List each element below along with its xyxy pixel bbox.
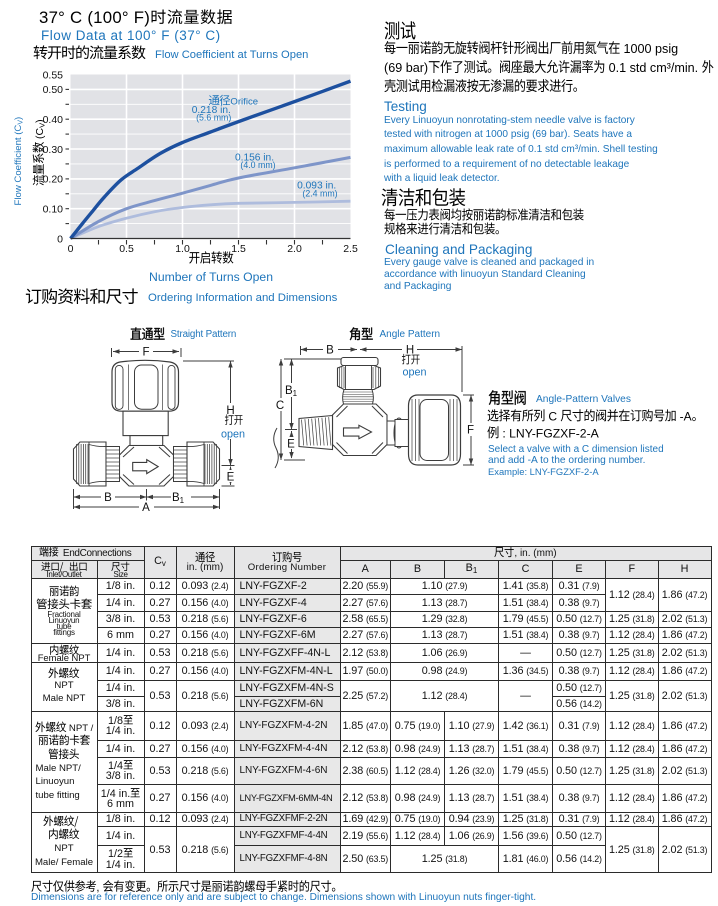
svg-text:F: F bbox=[467, 425, 474, 437]
svg-text:(2.4 mm): (2.4 mm) bbox=[302, 189, 337, 199]
svg-text:E: E bbox=[287, 439, 295, 451]
svg-text:Number of Turns Open: Number of Turns Open bbox=[149, 270, 273, 284]
svg-text:0.10: 0.10 bbox=[43, 204, 64, 216]
svg-text:1.0: 1.0 bbox=[175, 243, 190, 255]
svg-text:0.218 in.: 0.218 in. bbox=[192, 105, 231, 116]
svg-text:0: 0 bbox=[57, 233, 63, 245]
svg-text:,: , bbox=[96, 882, 102, 894]
svg-text:B1: B1 bbox=[172, 492, 185, 505]
svg-text:(5.6 mm): (5.6 mm) bbox=[196, 113, 231, 123]
svg-text:0.50: 0.50 bbox=[43, 84, 64, 96]
svg-text:0.30: 0.30 bbox=[43, 144, 64, 156]
svg-text:H: H bbox=[406, 345, 414, 357]
svg-text:2.0: 2.0 bbox=[287, 243, 302, 255]
svg-text:C: C bbox=[545, 410, 560, 424]
svg-text:F: F bbox=[142, 347, 149, 359]
svg-text:0.5: 0.5 bbox=[119, 243, 134, 255]
svg-text:E: E bbox=[227, 472, 235, 484]
svg-text:0.40: 0.40 bbox=[43, 114, 64, 126]
svg-text:1.5: 1.5 bbox=[231, 243, 246, 255]
svg-text:open: open bbox=[403, 367, 427, 379]
svg-text:-A: -A bbox=[676, 410, 691, 424]
svg-text:(CV): (CV) bbox=[34, 119, 47, 139]
svg-text:0.156 in.: 0.156 in. bbox=[235, 152, 274, 163]
svg-text:2.5: 2.5 bbox=[343, 243, 358, 255]
svg-text:0.1 std cm³/min.: 0.1 std cm³/min. bbox=[605, 61, 702, 75]
svg-text:open: open bbox=[221, 429, 245, 441]
svg-text:1000 psig: 1000 psig bbox=[620, 42, 678, 56]
svg-text:(4.0 mm): (4.0 mm) bbox=[240, 160, 275, 170]
svg-text:C: C bbox=[276, 400, 284, 412]
svg-text:(69 bar): (69 bar) bbox=[384, 61, 428, 75]
svg-text:B: B bbox=[326, 345, 334, 357]
svg-text:B: B bbox=[104, 492, 112, 504]
svg-text:0.093 in.: 0.093 in. bbox=[297, 181, 336, 192]
svg-text:B1: B1 bbox=[285, 385, 298, 398]
svg-text:0.55: 0.55 bbox=[43, 69, 64, 81]
svg-text:37° C (100° F): 37° C (100° F) bbox=[39, 7, 150, 26]
svg-text:A: A bbox=[142, 502, 150, 514]
svg-text:0.20: 0.20 bbox=[43, 174, 64, 186]
svg-text:: LNY-FGZXF-2-A: : LNY-FGZXF-2-A bbox=[499, 426, 600, 440]
svg-text:Orifice: Orifice bbox=[230, 96, 258, 107]
svg-text:0: 0 bbox=[68, 243, 74, 255]
svg-text:Flow Coefficient (CV): Flow Coefficient (CV) bbox=[13, 117, 25, 206]
svg-text:H: H bbox=[226, 405, 234, 417]
